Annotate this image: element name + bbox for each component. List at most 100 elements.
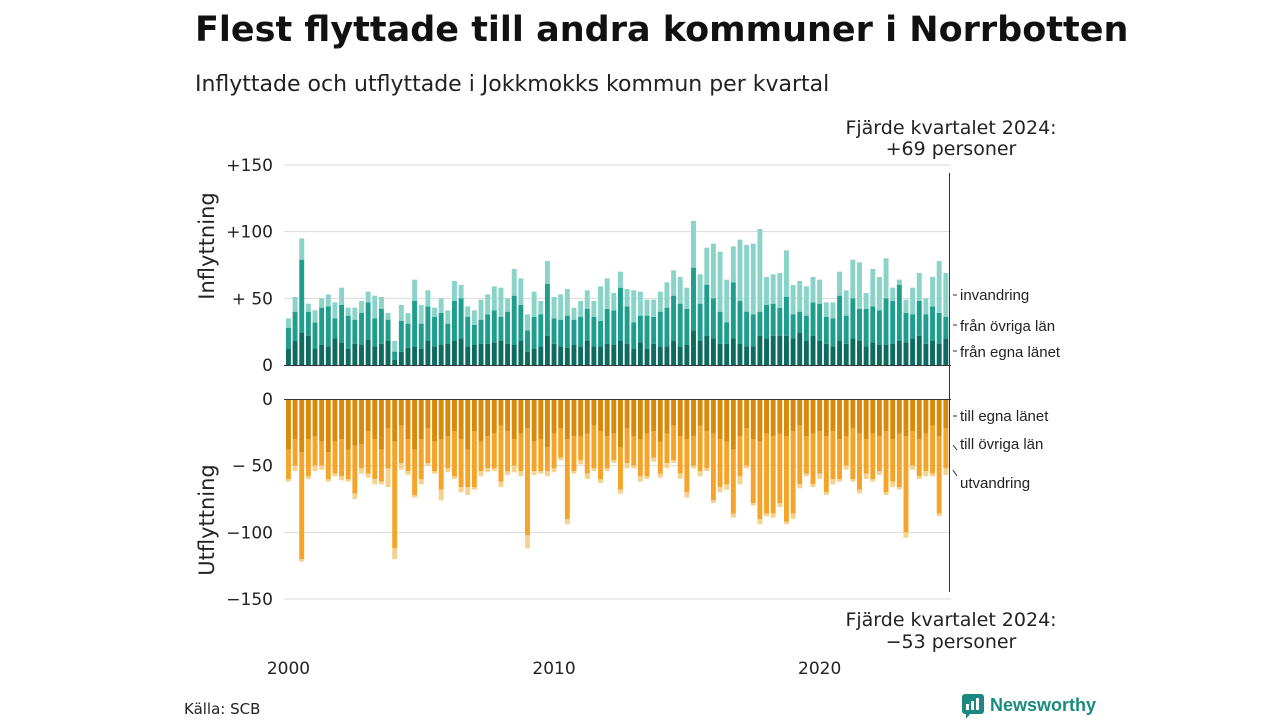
bar-in-invandring xyxy=(352,307,358,320)
bar-out-egna xyxy=(857,399,862,434)
bar-out-ovriga xyxy=(850,428,856,479)
bar-in-egna xyxy=(823,343,829,365)
bar-out-egna xyxy=(717,399,723,439)
bar-out-ovriga xyxy=(378,449,384,482)
bar-out-egna xyxy=(365,399,371,431)
bar-out-utvandring xyxy=(896,487,902,490)
bar-in-egna xyxy=(425,341,431,365)
bar-out-utvandring xyxy=(810,484,816,487)
bar-out-utvandring xyxy=(571,471,577,474)
bar-out-utvandring xyxy=(564,519,570,525)
bar-in-invandring xyxy=(910,287,916,315)
bar-out-ovriga xyxy=(392,441,398,549)
bar-out-utvandring xyxy=(870,479,876,482)
bar-in-egna xyxy=(558,346,564,365)
bar-in-ovriga xyxy=(691,267,696,331)
newsworthy-logo[interactable]: Newsworthy xyxy=(962,694,1096,719)
bar-out-egna xyxy=(724,399,730,442)
bar-out-ovriga xyxy=(286,449,291,479)
bar-in-egna xyxy=(810,335,816,365)
bar-in-invandring xyxy=(471,310,477,325)
bar-in-invandring xyxy=(438,298,444,313)
bar-out-utvandring xyxy=(803,473,809,477)
bar-out-utvandring xyxy=(412,495,418,498)
bar-in-invandring xyxy=(551,297,557,319)
bar-out-utvandring xyxy=(730,513,736,518)
bar-out-utvandring xyxy=(538,471,544,474)
bar-in-ovriga xyxy=(525,330,530,352)
bar-out-egna xyxy=(518,399,524,434)
bar-in-invandring xyxy=(591,301,597,317)
bar-out-egna xyxy=(883,399,889,431)
bar-in-ovriga xyxy=(438,313,444,345)
bar-in-egna xyxy=(438,345,444,365)
bar-in-ovriga xyxy=(286,327,291,349)
bar-out-egna xyxy=(916,399,922,439)
bar-in-invandring xyxy=(525,314,530,331)
bar-in-egna xyxy=(631,349,637,365)
bar-in-egna xyxy=(286,349,291,365)
x-tick-label: 2000 xyxy=(267,659,310,679)
bar-out-utvandring xyxy=(757,519,763,525)
bar-in-ovriga xyxy=(538,314,544,347)
bar-out-egna xyxy=(777,399,783,434)
bar-in-egna xyxy=(764,338,769,365)
bar-out-utvandring xyxy=(452,476,457,479)
bar-in-ovriga xyxy=(910,314,916,339)
bar-in-egna xyxy=(471,345,477,365)
bar-out-egna xyxy=(903,399,909,437)
bar-out-egna xyxy=(664,399,670,434)
bar-in-ovriga xyxy=(870,306,876,343)
bar-out-utvandring xyxy=(578,460,584,465)
bar-in-egna xyxy=(398,351,404,365)
bar-in-ovriga xyxy=(876,310,882,345)
bar-out-egna xyxy=(584,399,590,434)
bar-in-invandring xyxy=(744,245,750,312)
bar-in-ovriga xyxy=(724,322,730,344)
bar-out-utvandring xyxy=(339,476,345,481)
bar-out-utvandring xyxy=(910,465,916,470)
bar-in-egna xyxy=(664,346,670,365)
bar-in-ovriga xyxy=(471,325,477,345)
bar-in-ovriga xyxy=(770,303,776,336)
bar-in-invandring xyxy=(916,273,922,301)
bar-in-ovriga xyxy=(784,297,789,336)
bar-in-invandring xyxy=(319,298,325,308)
bar-out-utvandring xyxy=(584,473,590,479)
bar-in-invandring xyxy=(936,261,942,313)
bar-out-ovriga xyxy=(870,433,876,479)
bar-in-egna xyxy=(604,343,610,365)
bar-in-ovriga xyxy=(372,318,378,347)
bar-out-ovriga xyxy=(531,441,537,471)
source-text: Källa: SCB xyxy=(184,700,260,718)
bar-in-invandring xyxy=(876,277,882,311)
x-tick-label: 2010 xyxy=(532,659,575,679)
bar-out-ovriga xyxy=(438,439,444,490)
bar-in-ovriga xyxy=(378,309,384,344)
bar-in-egna xyxy=(412,346,418,365)
bar-out-ovriga xyxy=(777,433,783,503)
bar-out-egna xyxy=(571,399,577,437)
bar-out-egna xyxy=(910,399,916,431)
bar-in-ovriga xyxy=(345,315,351,349)
bar-in-ovriga xyxy=(578,317,584,347)
bar-out-egna xyxy=(704,399,710,431)
bar-in-invandring xyxy=(531,291,537,317)
bar-out-utvandring xyxy=(644,476,650,479)
bar-out-egna xyxy=(790,399,796,431)
bar-in-ovriga xyxy=(896,285,902,341)
bar-in-invandring xyxy=(870,269,876,307)
bar-in-ovriga xyxy=(890,301,896,344)
bar-out-ovriga xyxy=(339,439,345,477)
y-axis-label-inflyttning: Inflyttning xyxy=(195,192,219,299)
bar-in-invandring xyxy=(339,287,345,305)
bar-in-ovriga xyxy=(664,307,670,347)
bar-out-utvandring xyxy=(471,487,477,490)
bar-in-invandring xyxy=(299,238,305,260)
bar-out-egna xyxy=(531,399,537,442)
bar-out-egna xyxy=(558,399,564,429)
bar-out-egna xyxy=(843,399,849,437)
bar-in-ovriga xyxy=(631,322,637,349)
bar-out-ovriga xyxy=(790,431,796,514)
bar-out-ovriga xyxy=(305,439,311,477)
